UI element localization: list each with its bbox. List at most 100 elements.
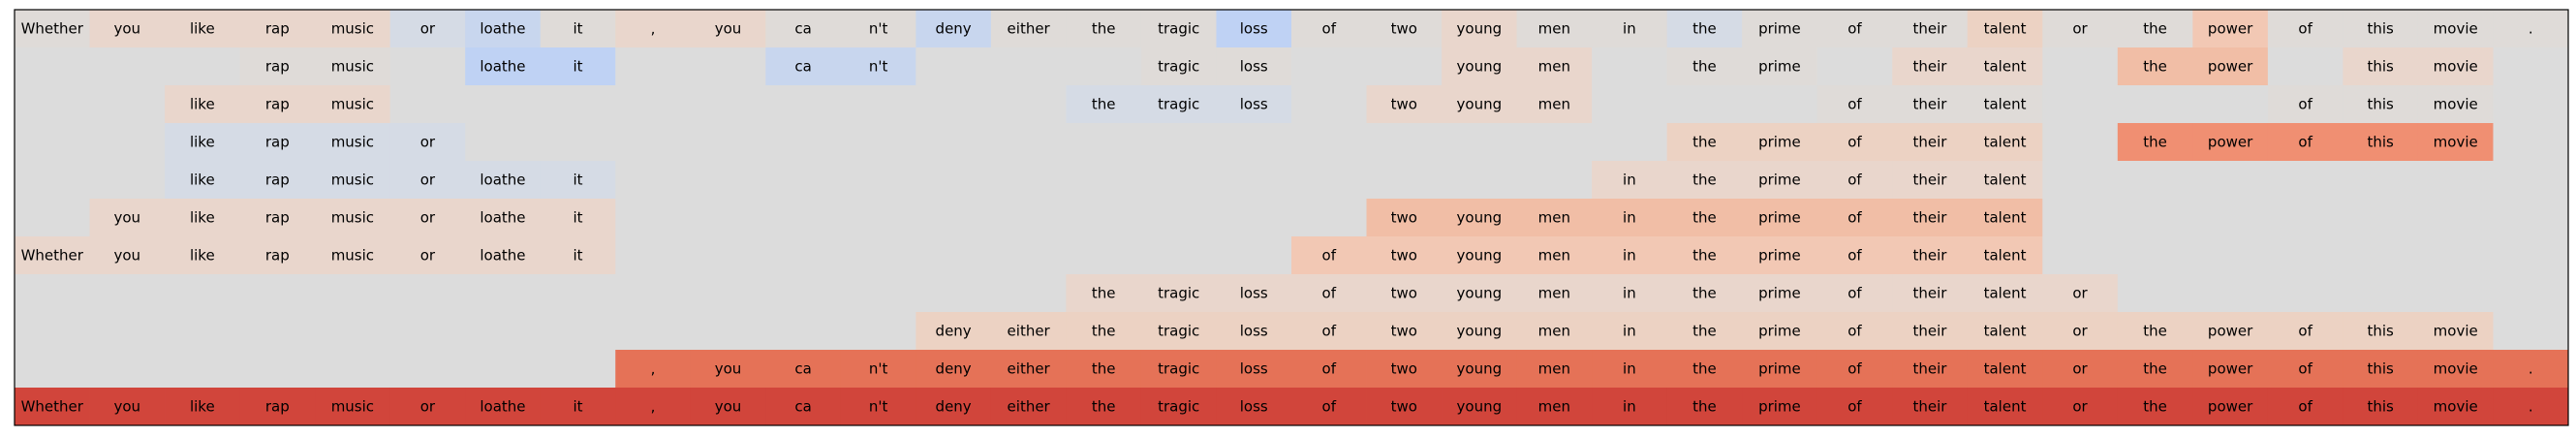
heatmap-cell [1666, 10, 1743, 48]
heatmap-cell [1291, 312, 1367, 351]
token-label: the [1092, 360, 1116, 378]
heatmap-cell [1592, 199, 1668, 237]
token-label: loathe [480, 247, 525, 265]
token-label: you [114, 209, 141, 227]
token-label: their [1913, 323, 1948, 340]
heatmap-cell [2117, 388, 2193, 426]
token-label: of [1847, 247, 1862, 265]
heatmap-cell [165, 47, 240, 86]
heatmap-cell [2343, 123, 2419, 162]
token-label: the [1692, 247, 1717, 265]
token-label: or [420, 172, 436, 189]
heatmap-cell [165, 236, 240, 275]
heatmap-cell [540, 123, 616, 162]
token-label: Whether [21, 247, 84, 265]
heatmap-cell [2117, 350, 2193, 389]
heatmap-cell [540, 85, 616, 124]
token-label: ca [794, 58, 811, 76]
heatmap-cell [389, 123, 466, 162]
token-label: men [1538, 247, 1570, 265]
token-label: either [1008, 323, 1051, 340]
heatmap-cell [2493, 123, 2569, 162]
heatmap-cell [2267, 161, 2343, 200]
token-label: of [2298, 323, 2312, 340]
heatmap-cell [1442, 236, 1517, 275]
heatmap-cell [540, 161, 616, 200]
heatmap-cell [1892, 161, 1969, 200]
heatmap-cell [1967, 47, 2043, 86]
heatmap-cell [1140, 85, 1217, 124]
heatmap-cell [615, 350, 692, 389]
heatmap-cell [1592, 161, 1668, 200]
heatmap-cell [165, 312, 240, 351]
heatmap-cell [2192, 312, 2269, 351]
heatmap-cell [2117, 161, 2193, 200]
heatmap-cell [2343, 312, 2419, 351]
heatmap-cell [2192, 388, 2269, 426]
token-label: two [1391, 209, 1417, 227]
heatmap-cell [1967, 388, 2043, 426]
heatmap-cell [1742, 199, 1818, 237]
token-label: ca [794, 398, 811, 416]
heatmap-cell [1066, 350, 1142, 389]
token-label: loss [1240, 58, 1268, 76]
heatmap-cell [1592, 47, 1668, 86]
token-label: of [2298, 96, 2312, 113]
token-label: men [1538, 360, 1570, 378]
token-label: the [1692, 134, 1717, 151]
heatmap-cell [165, 85, 240, 124]
token-label: in [1623, 172, 1636, 189]
heatmap-cell [1140, 312, 1217, 351]
heatmap-cell [690, 199, 766, 237]
heatmap-cell [165, 350, 240, 389]
heatmap-cell [1666, 199, 1743, 237]
heatmap-cell [1216, 47, 1292, 86]
token-label: movie [2434, 398, 2478, 416]
heatmap-cell [1216, 274, 1292, 313]
heatmap-cell [1366, 123, 1443, 162]
heatmap-cell [765, 161, 842, 200]
token-label: talent [1984, 58, 2027, 76]
token-label: tragic [1158, 360, 1199, 378]
heatmap-cell [2493, 312, 2569, 351]
heatmap-cell [165, 388, 240, 426]
token-label: power [2208, 134, 2253, 151]
heatmap-cell [315, 274, 391, 313]
heatmap-cell [1666, 85, 1743, 124]
heatmap-cell [1666, 312, 1743, 351]
heatmap-cell [239, 312, 316, 351]
heatmap-cell [389, 47, 466, 86]
heatmap-cell [15, 236, 90, 275]
heatmap-cell [1592, 123, 1668, 162]
heatmap-cell [1816, 161, 1893, 200]
token-label: n't [869, 398, 888, 416]
token-label: either [1008, 360, 1051, 378]
heatmap-cell [916, 236, 992, 275]
token-label: deny [936, 20, 972, 38]
heatmap-cell [2417, 199, 2494, 237]
heatmap-cell [239, 123, 316, 162]
heatmap-cell [2117, 312, 2193, 351]
token-label: prime [1758, 398, 1801, 416]
token-label: this [2367, 58, 2394, 76]
heatmap-cell [2117, 199, 2193, 237]
heatmap-cell [1291, 161, 1367, 200]
heatmap-cell [389, 274, 466, 313]
heatmap-cell [2343, 161, 2419, 200]
heatmap-cell [1892, 388, 1969, 426]
heatmap-cell [2493, 388, 2569, 426]
token-label: talent [1984, 96, 2027, 113]
heatmap-cell [1592, 10, 1668, 48]
heatmap-cell [2117, 47, 2193, 86]
heatmap-cell [239, 350, 316, 389]
heatmap-cell [2192, 236, 2269, 275]
heatmap-cell [1516, 85, 1593, 124]
token-label: the [2143, 323, 2167, 340]
heatmap-cell [615, 199, 692, 237]
heatmap-cell [1442, 199, 1517, 237]
token-label: men [1538, 20, 1570, 38]
heatmap-cell [2417, 123, 2494, 162]
heatmap-cell [840, 199, 916, 237]
heatmap-cell [389, 236, 466, 275]
heatmap-cell [2417, 312, 2494, 351]
